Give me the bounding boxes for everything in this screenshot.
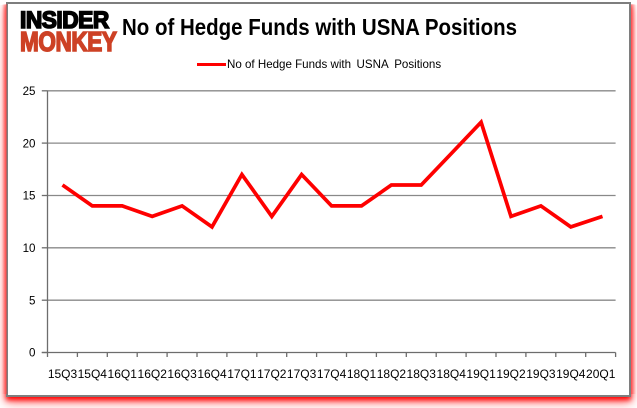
svg-text:15Q4: 15Q4 <box>78 367 108 381</box>
svg-text:19Q4: 19Q4 <box>556 367 586 381</box>
svg-text:19Q1: 19Q1 <box>466 367 496 381</box>
svg-text:17Q1: 17Q1 <box>227 367 257 381</box>
svg-text:16Q1: 16Q1 <box>108 367 138 381</box>
svg-text:18Q1: 18Q1 <box>347 367 377 381</box>
svg-text:17Q4: 17Q4 <box>317 367 347 381</box>
svg-text:15Q3: 15Q3 <box>48 367 78 381</box>
svg-text:10: 10 <box>23 242 36 255</box>
svg-text:19Q3: 19Q3 <box>526 367 556 381</box>
svg-text:17Q3: 17Q3 <box>287 367 317 381</box>
svg-text:0: 0 <box>29 347 35 360</box>
svg-text:20Q1: 20Q1 <box>586 367 616 381</box>
svg-text:25: 25 <box>23 85 36 98</box>
svg-text:5: 5 <box>29 294 35 307</box>
svg-text:18Q2: 18Q2 <box>377 367 407 381</box>
svg-text:18Q4: 18Q4 <box>437 367 467 381</box>
svg-text:16Q3: 16Q3 <box>167 367 197 381</box>
svg-text:18Q3: 18Q3 <box>407 367 437 381</box>
svg-text:17Q2: 17Q2 <box>257 367 287 381</box>
svg-text:19Q2: 19Q2 <box>496 367 526 381</box>
svg-text:20: 20 <box>23 137 36 150</box>
svg-text:15: 15 <box>23 190 36 203</box>
svg-text:16Q2: 16Q2 <box>138 367 168 381</box>
svg-text:16Q4: 16Q4 <box>197 367 227 381</box>
